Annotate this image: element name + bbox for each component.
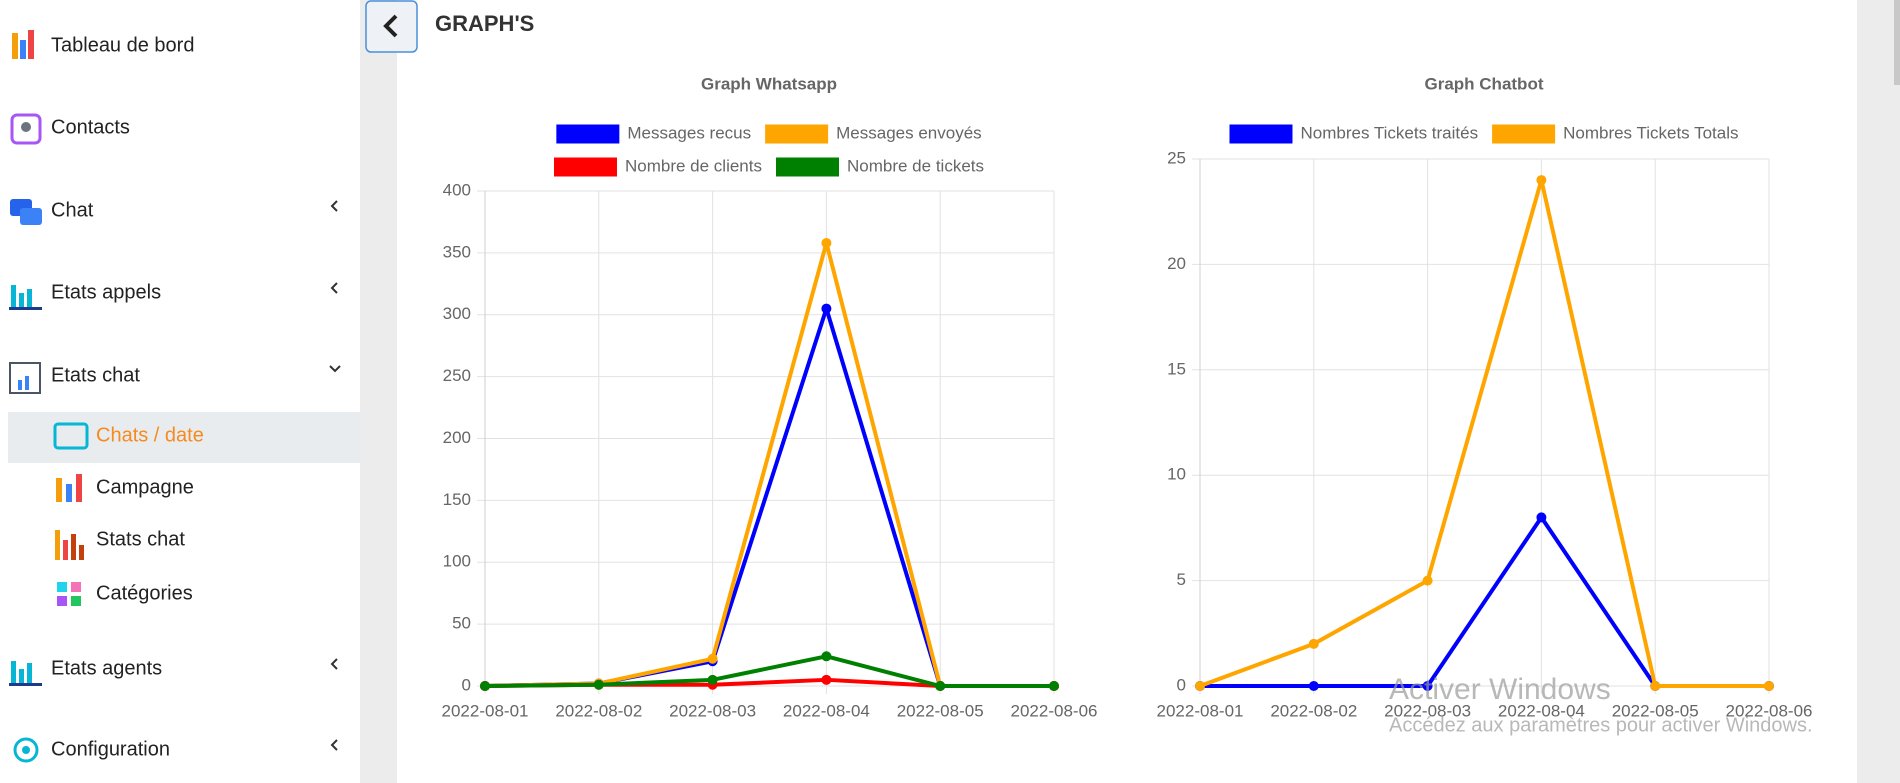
- nav-item[interactable]: Chats / date: [96, 424, 204, 446]
- back-button[interactable]: [365, 0, 418, 53]
- y-tick-label: 25: [1167, 148, 1186, 167]
- legend-item: Nombres Tickets Totals: [1492, 123, 1739, 144]
- point: [1536, 175, 1547, 186]
- y-tick-label: 0: [462, 675, 471, 694]
- nav-item[interactable]: Stats chat: [96, 528, 185, 550]
- nav-item[interactable]: Etats agents: [51, 657, 162, 679]
- legend-swatch: [553, 157, 617, 177]
- x-tick-label: 2022-08-06: [1726, 701, 1813, 720]
- line: [484, 654, 1054, 688]
- charts: Graph Whatsapp05010015020025030035040020…: [442, 74, 1813, 720]
- point: [935, 681, 946, 691]
- x-tick-label: 2022-08-05: [1612, 701, 1699, 720]
- right-gutter: [1857, 0, 1900, 783]
- chart: Graph Whatsapp 0 50 100 150 200 250 300 350 400 20…: [442, 74, 1098, 720]
- legend-label: Nombres Tickets Totals: [1563, 123, 1738, 142]
- legend-item: Nombre de clients: [553, 156, 762, 177]
- point: [1422, 681, 1433, 691]
- point: [821, 674, 832, 685]
- point: [821, 237, 832, 248]
- legend-swatch: [556, 124, 620, 144]
- chart: Graph Chatbot 0 5 10 15 20 25 2022-08-01 2022-08…: [1157, 74, 1813, 720]
- legend-swatch: [1229, 124, 1293, 144]
- legend-item: Messages recus: [556, 123, 751, 144]
- x-tick-label: 2022-08-01: [1157, 701, 1244, 720]
- chart-title: Graph Whatsapp: [701, 74, 837, 93]
- y-tick-label: 150: [443, 490, 471, 509]
- y-tick-label: 350: [443, 242, 471, 261]
- legend-item: Messages envoyés: [765, 123, 982, 144]
- y-tick-label: 15: [1167, 359, 1186, 378]
- chart-title: Graph Chatbot: [1425, 74, 1544, 93]
- point: [593, 679, 604, 690]
- active-item-bg: [8, 412, 360, 463]
- y-tick-label: 50: [452, 614, 471, 633]
- nav-item[interactable]: Etats chat: [51, 364, 140, 386]
- watermark-text: Accédez aux paramètres pour activer Wind…: [1389, 714, 1813, 736]
- legend-label: Nombres Tickets traités: [1300, 123, 1478, 142]
- x-tick-label: 2022-08-02: [555, 701, 642, 720]
- nav-item[interactable]: Etats appels: [51, 281, 161, 303]
- y-tick-label: 10: [1167, 465, 1186, 484]
- x-tick-label: 2022-08-03: [1384, 701, 1471, 720]
- legend-label: Messages recus: [627, 123, 751, 142]
- x-tick-label: 2022-08-05: [897, 701, 984, 720]
- point: [480, 681, 490, 691]
- chevrons: [329, 200, 341, 751]
- sidebar: Tableau de bord Contacts Chat Etats appels E…: [51, 34, 204, 760]
- x-tick-label: 2022-08-02: [1270, 701, 1357, 720]
- page-title: GRAPH'S: [435, 11, 534, 36]
- point: [707, 653, 718, 664]
- point: [1536, 512, 1547, 523]
- point: [1650, 681, 1661, 691]
- y-tick-label: 300: [443, 304, 471, 323]
- nav-item[interactable]: Chat: [51, 199, 94, 221]
- back-arrow: [383, 14, 398, 38]
- x-tick-label: 2022-08-04: [1498, 701, 1585, 720]
- legend-item: Nombres Tickets traités: [1229, 123, 1478, 144]
- nav-item[interactable]: Campagne: [96, 476, 194, 498]
- icons: [9, 30, 89, 763]
- nav-item[interactable]: Configuration: [51, 738, 170, 760]
- y-tick-label: 5: [1177, 570, 1186, 589]
- nav-item[interactable]: Catégories: [96, 582, 193, 604]
- y-tick-label: 250: [443, 366, 471, 385]
- legend-swatch: [776, 157, 840, 177]
- x-tick-label: 2022-08-03: [669, 701, 756, 720]
- y-tick-label: 0: [1177, 675, 1186, 694]
- legend-label: Nombre de clients: [625, 156, 762, 175]
- point: [821, 303, 832, 314]
- y-tick-label: 200: [443, 428, 471, 447]
- x-tick-label: 2022-08-01: [442, 701, 529, 720]
- x-tick-label: 2022-08-06: [1011, 701, 1098, 720]
- point: [707, 674, 718, 685]
- point: [821, 651, 832, 662]
- y-tick-label: 20: [1167, 254, 1186, 273]
- point: [1195, 681, 1205, 691]
- point: [1308, 638, 1319, 649]
- y-tick-label: 100: [443, 552, 471, 571]
- point: [1308, 681, 1319, 691]
- line: [1199, 178, 1769, 688]
- y-tick-label: 400: [443, 180, 471, 199]
- point: [1764, 681, 1774, 691]
- point: [1422, 575, 1433, 586]
- legend-swatch: [765, 124, 829, 144]
- legend-label: Nombre de tickets: [847, 156, 984, 175]
- legend-item: Nombre de tickets: [776, 156, 984, 177]
- legend-label: Messages envoyés: [836, 123, 982, 142]
- watermark-title: Activer Windows: [1389, 673, 1611, 706]
- nav-item[interactable]: Contacts: [51, 116, 130, 138]
- nav-item[interactable]: Tableau de bord: [51, 34, 194, 56]
- gutter: [360, 0, 397, 783]
- x-tick-label: 2022-08-04: [783, 701, 870, 720]
- legend-swatch: [1492, 124, 1556, 144]
- point: [1049, 681, 1059, 691]
- scrollbar: [1894, 0, 1900, 85]
